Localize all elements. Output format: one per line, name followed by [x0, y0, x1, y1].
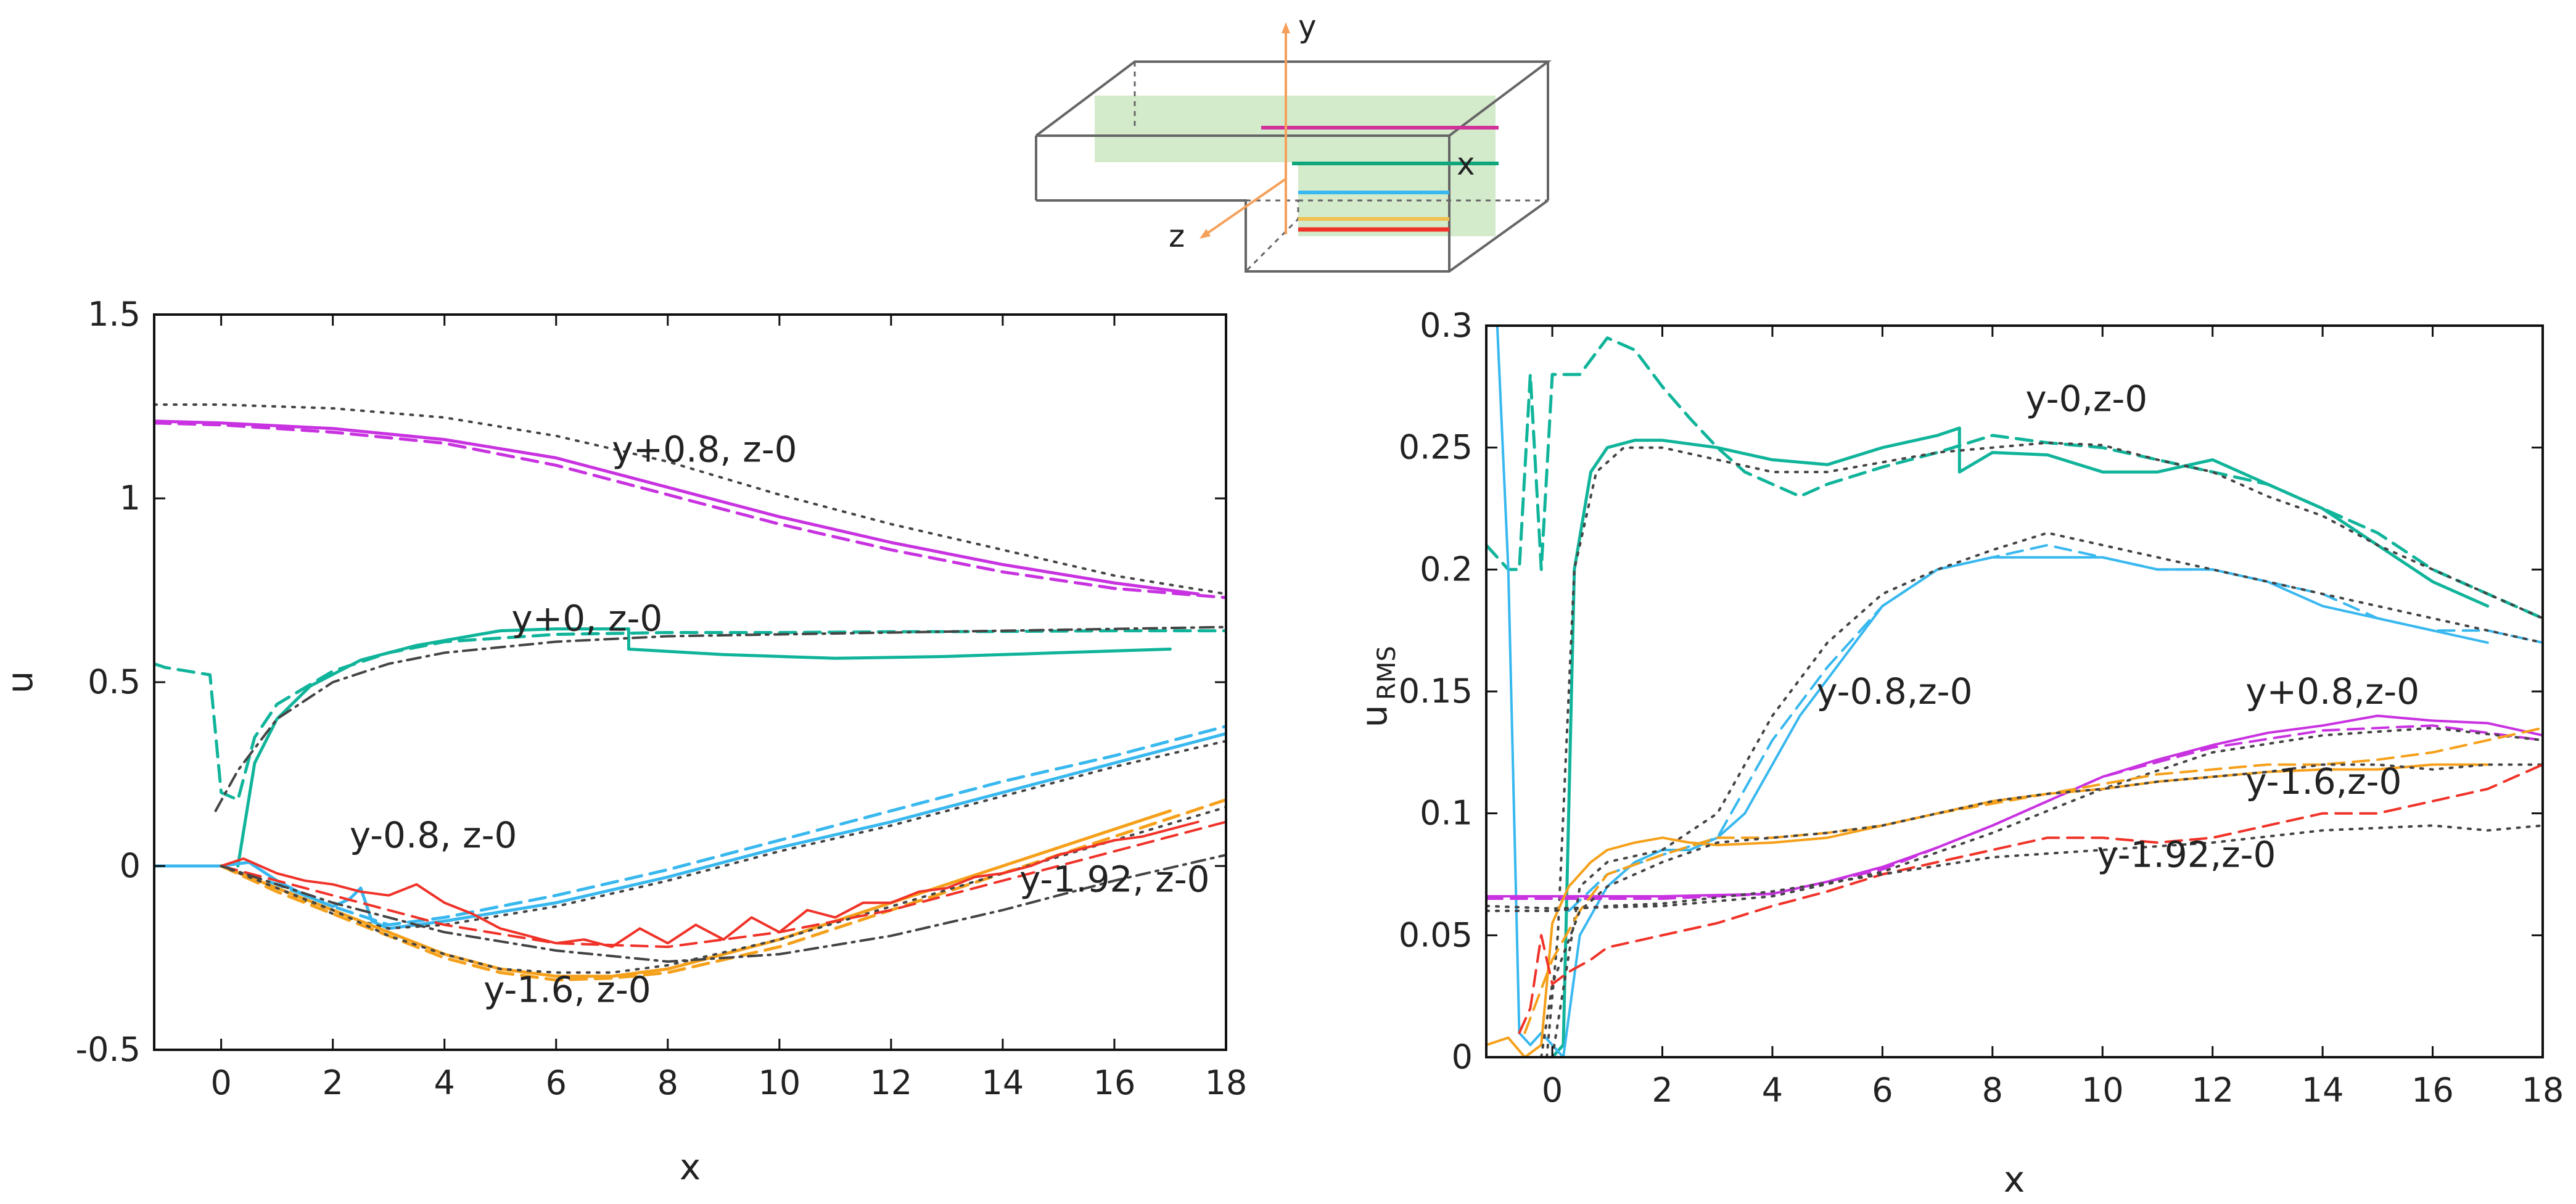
y-tick-label: 0.15 — [1399, 672, 1473, 711]
series-line-y-1-6-ref — [1540, 763, 2543, 1057]
series-annotation: y+0.8,z-0 — [2245, 670, 2419, 712]
y-tick-label: 0.25 — [1399, 428, 1473, 467]
series-annotation: y-1.92,z-0 — [2097, 834, 2276, 876]
series-line-y-0-ref — [1545, 441, 2543, 1057]
x-tick-label: 16 — [2411, 1071, 2454, 1110]
x-tick-label: 18 — [2522, 1071, 2564, 1110]
x-tick-label: 6 — [546, 1063, 567, 1102]
series-line-y-1-92-ref — [220, 854, 1226, 963]
box-hidden-step — [1245, 199, 1299, 273]
y-axis-label: u RMS — [1353, 646, 1401, 727]
x-tick-label: 14 — [982, 1063, 1024, 1102]
schematic-z-axis — [1204, 178, 1287, 236]
schematic-y-label: y — [1298, 9, 1317, 44]
series-annotation: y-0,z-0 — [2025, 377, 2147, 419]
series-line-y-1-92-ref — [1486, 824, 2543, 912]
series-line-y-0-8-solid — [154, 732, 1226, 930]
series-line-y-1-6-dashed — [220, 798, 1226, 982]
series-line-y-0-8-dashed — [1567, 543, 2543, 912]
y-tick-label: 0.5 — [88, 662, 141, 701]
series-annotation: y-1.92, z-0 — [1019, 859, 1210, 901]
series-line-y-1-6-ref — [220, 806, 1226, 974]
series-line-y-1-6-solid — [1486, 763, 2489, 1057]
y-tick-label: 0.05 — [1399, 915, 1473, 954]
x-tick-label: 14 — [2302, 1071, 2344, 1110]
series-line-y-1-92-solid — [220, 820, 1200, 949]
series-annotation: y-1.6,z-0 — [2245, 761, 2401, 802]
schematic-x-label: x — [1457, 146, 1475, 182]
series-annotation: y+0.8, z-0 — [612, 428, 797, 470]
y-axis-label: u — [0, 671, 41, 694]
series-annotation: y-1.6, z-0 — [484, 969, 651, 1011]
series-line-y-0-8-ref — [154, 403, 1226, 595]
series-annotation: y+0, z-0 — [511, 598, 662, 640]
series-line-y-0-8-ref — [1551, 532, 2543, 1057]
series-line-y-0-solid — [236, 627, 1172, 868]
series-line-y-0-solid — [1550, 426, 2490, 1057]
schematic-z-arrow — [1200, 229, 1211, 239]
series-line-y-1-92-dashed — [220, 820, 1226, 949]
y-tick-label: 1 — [120, 479, 141, 517]
series-line-y-0-8-dashed — [1486, 724, 2543, 900]
x-tick-label: 18 — [1205, 1063, 1248, 1102]
y-axis-label-main: u — [1353, 705, 1395, 728]
x-tick-label: 2 — [322, 1063, 343, 1102]
y-tick-label: 0.1 — [1420, 794, 1473, 833]
y-tick-label: 1.5 — [88, 295, 141, 334]
box-step-edge — [1036, 199, 1549, 273]
x-tick-label: 8 — [1982, 1071, 2003, 1110]
series-line-y-0-8-ref — [1486, 727, 2543, 910]
x-tick-label: 0 — [1542, 1071, 1563, 1110]
y-tick-label: 0.3 — [1420, 306, 1473, 345]
schematic-z-label: z — [1169, 218, 1185, 254]
x-tick-label: 4 — [434, 1063, 455, 1102]
x-tick-label: 12 — [2191, 1071, 2234, 1110]
series-line-y-0-dashed — [1486, 336, 2543, 620]
x-tick-label: 10 — [758, 1063, 800, 1102]
y-tick-label: 0 — [120, 846, 141, 885]
x-tick-label: 4 — [1762, 1071, 1783, 1110]
mean-velocity-chart: 0 2 4 6 8 10 12 14 16 18 -0.5 0 0.5 1 1.5 y+0.8, z-0 y+… — [0, 295, 1247, 1188]
x-tick-label: 2 — [1652, 1071, 1673, 1110]
x-axis-label: x — [680, 1146, 701, 1188]
y-tick-label: 0.2 — [1420, 550, 1473, 588]
x-axis-label: x — [2004, 1158, 2025, 1200]
y-axis-label-sub: RMS — [1373, 646, 1401, 700]
schematic-y-arrow — [1282, 22, 1290, 33]
series-annotation: y-0.8, z-0 — [350, 814, 517, 856]
domain-schematic: y z x — [1035, 9, 1552, 273]
probe-plane-lower — [1298, 162, 1496, 236]
rms-velocity-chart: 0 2 4 6 8 10 12 14 16 18 0 0.05 0.1 0.15 0.2 0.25 0.3 y-… — [1353, 306, 2564, 1200]
series-annotation: y-0.8,z-0 — [1816, 670, 1972, 712]
series-line-y-0-ref — [214, 625, 1226, 812]
y-tick-label: 0 — [1452, 1037, 1473, 1076]
x-tick-label: 16 — [1093, 1063, 1136, 1102]
series-line-y-0-8-solid — [154, 419, 1200, 596]
series-line-y-0-8-dashed — [154, 421, 1226, 600]
x-tick-label: 10 — [2081, 1071, 2124, 1110]
x-tick-label: 8 — [657, 1063, 678, 1102]
x-tick-label: 0 — [210, 1063, 231, 1102]
series-line-y-1-92-dashed — [1518, 763, 2543, 1034]
series-line-y-0-8-dashed — [220, 725, 1226, 926]
x-tick-label: 12 — [870, 1063, 913, 1102]
series-line-y-1-6-dashed — [1523, 727, 2543, 1034]
y-tick-label: -0.5 — [76, 1030, 141, 1069]
x-tick-label: 6 — [1872, 1071, 1893, 1110]
